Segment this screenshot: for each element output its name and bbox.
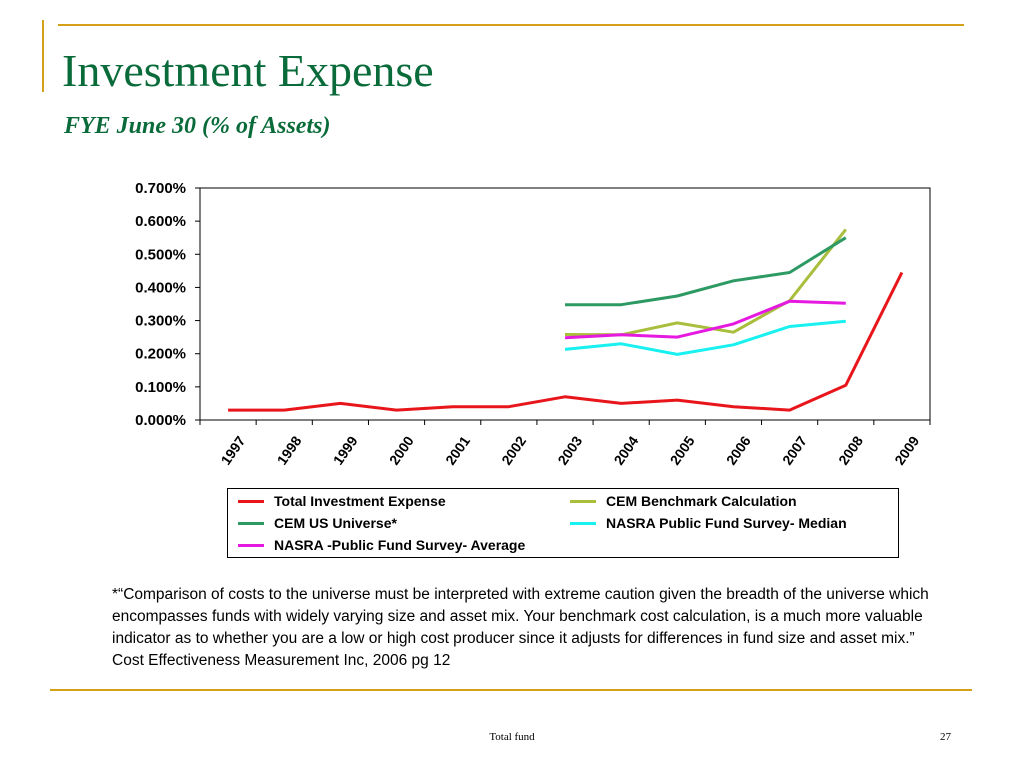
y-tick-label: 0.100% bbox=[135, 379, 186, 396]
bottom-accent-rule bbox=[50, 689, 972, 691]
legend-swatch bbox=[238, 543, 264, 547]
legend-item-nasra-average: NASRA -Public Fund Survey- Average bbox=[238, 537, 525, 553]
x-tick-label: 1998 bbox=[274, 433, 305, 468]
x-tick-label: 2007 bbox=[779, 433, 810, 468]
y-tick-label: 0.400% bbox=[135, 279, 186, 296]
legend-item-cem-benchmark: CEM Benchmark Calculation bbox=[570, 493, 797, 509]
legend-item-total-investment-expense: Total Investment Expense bbox=[238, 493, 446, 509]
legend-label: CEM US Universe* bbox=[274, 515, 397, 531]
series-line-4 bbox=[564, 299, 846, 340]
y-tick-label: 0.300% bbox=[135, 313, 186, 330]
legend-label: Total Investment Expense bbox=[274, 493, 446, 509]
legend-label: NASRA -Public Fund Survey- Average bbox=[274, 537, 526, 553]
x-tick-label: 2001 bbox=[442, 433, 473, 468]
legend-item-nasra-median: NASRA Public Fund Survey- Median bbox=[570, 515, 847, 531]
plot-area bbox=[199, 187, 931, 421]
legend-swatch bbox=[238, 521, 264, 525]
legend-label: CEM Benchmark Calculation bbox=[606, 493, 797, 509]
line-chart: 0.000% 0.100% 0.200% 0.300% 0.400% 0.500% 0.60… bbox=[135, 180, 931, 468]
series-line-0 bbox=[228, 271, 904, 412]
x-tick-label: 1997 bbox=[217, 433, 248, 468]
series-line-1 bbox=[564, 228, 847, 337]
page-number: 27 bbox=[940, 731, 951, 743]
footnote-quote: *“Comparison of costs to the universe mu… bbox=[112, 586, 929, 669]
x-tick-label: 2000 bbox=[386, 433, 417, 468]
legend-label: NASRA Public Fund Survey- Median bbox=[606, 515, 847, 531]
legend-item-cem-us-universe: CEM US Universe* bbox=[238, 515, 397, 531]
chart-legend: Total Investment Expense CEM Benchmark C… bbox=[227, 488, 899, 558]
left-accent-rule bbox=[42, 20, 44, 92]
slide-subtitle: FYE June 30 (% of Assets) bbox=[64, 113, 331, 139]
x-tick-label: 2002 bbox=[498, 433, 529, 468]
x-tick-label: 2006 bbox=[723, 433, 754, 468]
legend-swatch bbox=[570, 521, 596, 525]
series-line-2 bbox=[565, 236, 847, 307]
x-tick-label: 2003 bbox=[554, 433, 585, 468]
top-accent-rule bbox=[58, 24, 964, 26]
x-tick-label: 2004 bbox=[611, 433, 642, 468]
slide-title: Investment Expense bbox=[62, 45, 434, 96]
y-axis: 0.000% 0.100% 0.200% 0.300% 0.400% 0.500% 0.60… bbox=[135, 180, 931, 429]
x-tick-label: 2009 bbox=[891, 433, 922, 468]
footer-label: Total fund bbox=[489, 731, 535, 743]
y-tick-label: 0.700% bbox=[135, 180, 186, 197]
x-tick-label: 2008 bbox=[835, 433, 866, 468]
plot-lines bbox=[228, 228, 904, 412]
x-tick-label: 1999 bbox=[330, 433, 361, 468]
x-axis: 1997 1998 1999 2000 2001 2002 2003 2004 2005 2006… bbox=[199, 420, 931, 468]
y-tick-label: 0.200% bbox=[135, 346, 186, 363]
y-tick-label: 0.600% bbox=[135, 213, 186, 230]
y-tick-label: 0.500% bbox=[135, 246, 186, 263]
legend-swatch bbox=[238, 499, 264, 503]
legend-swatch bbox=[570, 499, 596, 503]
x-tick-label: 2005 bbox=[667, 433, 698, 468]
series-line-3 bbox=[564, 319, 846, 356]
y-tick-label: 0.000% bbox=[135, 412, 186, 429]
